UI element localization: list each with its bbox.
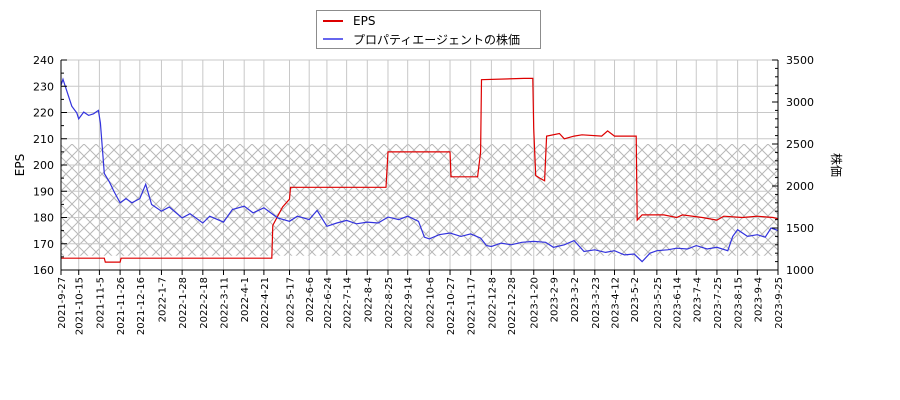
left-axis-title: EPS xyxy=(13,154,27,176)
svg-text:2023-1-20: 2023-1-20 xyxy=(530,277,541,329)
svg-text:2022-2-18: 2022-2-18 xyxy=(199,277,210,329)
left-y-axis: 160 170 180 190 200 210 220 230 240 xyxy=(33,54,67,277)
svg-text:160: 160 xyxy=(33,264,54,277)
svg-text:2022-11-17: 2022-11-17 xyxy=(467,277,478,335)
svg-text:220: 220 xyxy=(33,107,54,120)
svg-text:3000: 3000 xyxy=(786,96,814,109)
svg-text:240: 240 xyxy=(33,54,54,67)
svg-text:2022-12-8: 2022-12-8 xyxy=(487,277,498,329)
legend-item-price: プロパティエージェントの株価 xyxy=(323,31,520,47)
legend-label-price: プロパティエージェントの株価 xyxy=(353,32,521,47)
svg-text:2022-10-27: 2022-10-27 xyxy=(446,277,457,335)
legend-label-eps: EPS xyxy=(353,14,376,28)
svg-text:2023-7-4: 2023-7-4 xyxy=(692,277,703,322)
price-line xyxy=(60,77,779,263)
svg-text:2023-8-15: 2023-8-15 xyxy=(734,277,745,329)
svg-text:2022-1-7: 2022-1-7 xyxy=(157,277,168,322)
svg-text:2021-10-15: 2021-10-15 xyxy=(75,277,86,335)
svg-text:170: 170 xyxy=(33,238,54,251)
svg-text:190: 190 xyxy=(33,185,54,198)
svg-text:2022-8-4: 2022-8-4 xyxy=(363,277,374,322)
svg-text:2000: 2000 xyxy=(786,180,814,193)
svg-text:1500: 1500 xyxy=(786,222,814,235)
svg-text:2022-6-24: 2022-6-24 xyxy=(323,277,334,329)
svg-text:2022-5-17: 2022-5-17 xyxy=(285,277,296,329)
svg-text:2021-11-5: 2021-11-5 xyxy=(95,277,106,329)
eps-swatch-icon xyxy=(323,20,343,22)
eps-line xyxy=(61,77,779,263)
svg-text:2023-7-25: 2023-7-25 xyxy=(713,277,724,329)
svg-text:200: 200 xyxy=(33,159,54,172)
svg-text:2023-6-14: 2023-6-14 xyxy=(673,277,684,329)
shaded-band xyxy=(61,144,778,256)
svg-text:2022-6-6: 2022-6-6 xyxy=(305,277,316,322)
right-axis-title: 株価 xyxy=(829,153,844,177)
x-axis: 2021-9-27 2021-10-15 2021-11-5 2021-11-26 20… xyxy=(57,270,785,335)
svg-text:2023-4-12: 2023-4-12 xyxy=(611,277,622,329)
svg-text:3500: 3500 xyxy=(786,54,814,67)
svg-text:2023-3-23: 2023-3-23 xyxy=(591,277,602,329)
svg-text:2023-9-4: 2023-9-4 xyxy=(753,277,764,322)
price-swatch-icon xyxy=(323,38,343,40)
svg-text:2023-2-9: 2023-2-9 xyxy=(549,277,560,322)
svg-text:2023-3-2: 2023-3-2 xyxy=(570,277,581,322)
svg-text:2022-7-14: 2022-7-14 xyxy=(343,277,354,329)
svg-text:2021-12-16: 2021-12-16 xyxy=(136,277,147,335)
legend: EPS プロパティエージェントの株価 xyxy=(316,10,541,49)
right-y-axis: 1000 1500 2000 2500 3000 3500 xyxy=(772,54,814,277)
svg-text:2021-9-27: 2021-9-27 xyxy=(57,277,68,329)
svg-text:2022-8-25: 2022-8-25 xyxy=(384,277,395,329)
svg-text:2022-10-6: 2022-10-6 xyxy=(425,277,436,329)
svg-text:2022-4-21: 2022-4-21 xyxy=(260,277,271,329)
svg-text:2022-12-28: 2022-12-28 xyxy=(507,277,518,335)
svg-text:210: 210 xyxy=(33,133,54,146)
svg-text:2022-4-1: 2022-4-1 xyxy=(240,277,251,322)
legend-item-eps: EPS xyxy=(323,13,375,29)
svg-text:2023-9-25: 2023-9-25 xyxy=(774,277,785,329)
svg-text:2022-3-11: 2022-3-11 xyxy=(220,277,231,329)
svg-text:1000: 1000 xyxy=(786,264,814,277)
svg-text:2500: 2500 xyxy=(786,138,814,151)
svg-text:2023-5-25: 2023-5-25 xyxy=(653,277,664,329)
svg-text:230: 230 xyxy=(33,80,54,93)
svg-text:180: 180 xyxy=(33,212,54,225)
svg-text:2021-11-26: 2021-11-26 xyxy=(116,277,127,335)
svg-text:2022-1-28: 2022-1-28 xyxy=(178,277,189,329)
svg-text:2022-9-14: 2022-9-14 xyxy=(404,277,415,329)
svg-text:2023-5-2: 2023-5-2 xyxy=(630,277,641,322)
